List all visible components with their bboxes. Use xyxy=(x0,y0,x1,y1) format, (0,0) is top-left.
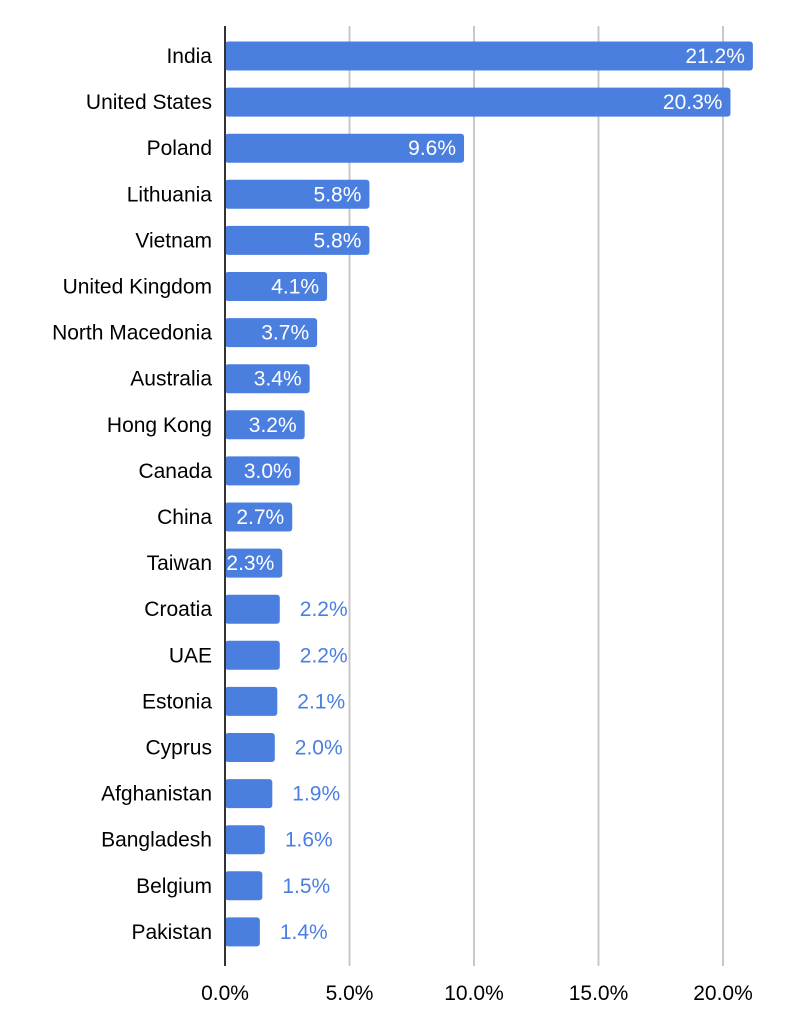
bar xyxy=(225,272,328,301)
data-label: 2.3% xyxy=(226,552,274,575)
category-label: Croatia xyxy=(144,598,212,621)
data-labels: 21.2% 20.3% 9.6% 5.8% 5.8% 4.1% 3.7% 3.4% 3.2% 3.… xyxy=(226,45,744,944)
x-tick-label: 10.0% xyxy=(444,982,504,1005)
category-label: Cyprus xyxy=(145,737,212,760)
bar xyxy=(225,825,265,855)
bar xyxy=(225,179,370,209)
bar xyxy=(225,686,278,716)
bar xyxy=(225,87,731,117)
category-label: India xyxy=(166,45,212,68)
data-label: 20.3% xyxy=(663,91,723,114)
data-label: 5.8% xyxy=(314,183,362,206)
data-label: 2.2% xyxy=(300,598,348,621)
bar xyxy=(225,640,280,670)
x-tick-label: 20.0% xyxy=(693,982,753,1005)
bar xyxy=(225,548,283,578)
data-label: 4.1% xyxy=(271,276,319,299)
bar xyxy=(225,364,310,394)
category-label: Taiwan xyxy=(147,552,212,575)
data-label: 1.5% xyxy=(282,875,330,898)
x-tick-label: 15.0% xyxy=(569,982,629,1005)
data-label: 1.4% xyxy=(280,921,328,944)
category-label: Australia xyxy=(130,368,212,391)
data-label: 2.7% xyxy=(236,506,284,529)
category-label: United States xyxy=(86,91,212,114)
bar xyxy=(225,594,280,624)
category-label: Bangladesh xyxy=(101,829,212,852)
category-label: North Macedonia xyxy=(52,322,212,345)
data-label: 9.6% xyxy=(408,137,456,160)
data-label: 21.2% xyxy=(685,45,745,68)
data-label: 2.0% xyxy=(295,737,343,760)
category-label: Afghanistan xyxy=(101,783,212,806)
category-label: Canada xyxy=(138,460,212,483)
category-label: UAE xyxy=(169,644,212,667)
data-label: 2.1% xyxy=(297,690,345,713)
category-labels: India United States Poland Lithuania Vietnam… xyxy=(52,45,212,944)
gridlines xyxy=(348,26,724,966)
data-label: 1.6% xyxy=(285,829,333,852)
bar xyxy=(225,410,305,440)
data-label: 3.7% xyxy=(261,322,309,345)
category-label: United Kingdom xyxy=(63,276,212,299)
bar xyxy=(225,871,263,901)
category-label: Poland xyxy=(147,137,212,160)
category-label: Hong Kong xyxy=(107,414,212,437)
x-tick-labels: 0.0% 5.0% 10.0% 15.0% 20.0% xyxy=(201,982,753,1005)
bars xyxy=(225,41,753,947)
data-label: 3.0% xyxy=(244,460,292,483)
bar xyxy=(225,502,293,532)
data-label: 5.8% xyxy=(314,229,362,252)
category-label: Lithuania xyxy=(127,183,213,206)
bar xyxy=(225,917,260,947)
data-label: 3.2% xyxy=(249,414,297,437)
bar xyxy=(225,779,273,809)
bar xyxy=(225,456,300,486)
category-label: Pakistan xyxy=(131,921,212,944)
category-label: China xyxy=(157,506,212,529)
data-label: 1.9% xyxy=(292,783,340,806)
x-tick-label: 5.0% xyxy=(326,982,374,1005)
bar xyxy=(225,41,753,71)
bar xyxy=(225,733,275,762)
data-label: 2.2% xyxy=(300,644,348,667)
bar xyxy=(225,133,465,163)
category-label: Belgium xyxy=(136,875,212,898)
category-label: Estonia xyxy=(142,690,212,713)
bar xyxy=(225,225,370,255)
x-tick-label: 0.0% xyxy=(201,982,249,1005)
data-label: 3.4% xyxy=(254,368,302,391)
bar xyxy=(225,318,318,348)
category-label: Vietnam xyxy=(135,229,212,252)
